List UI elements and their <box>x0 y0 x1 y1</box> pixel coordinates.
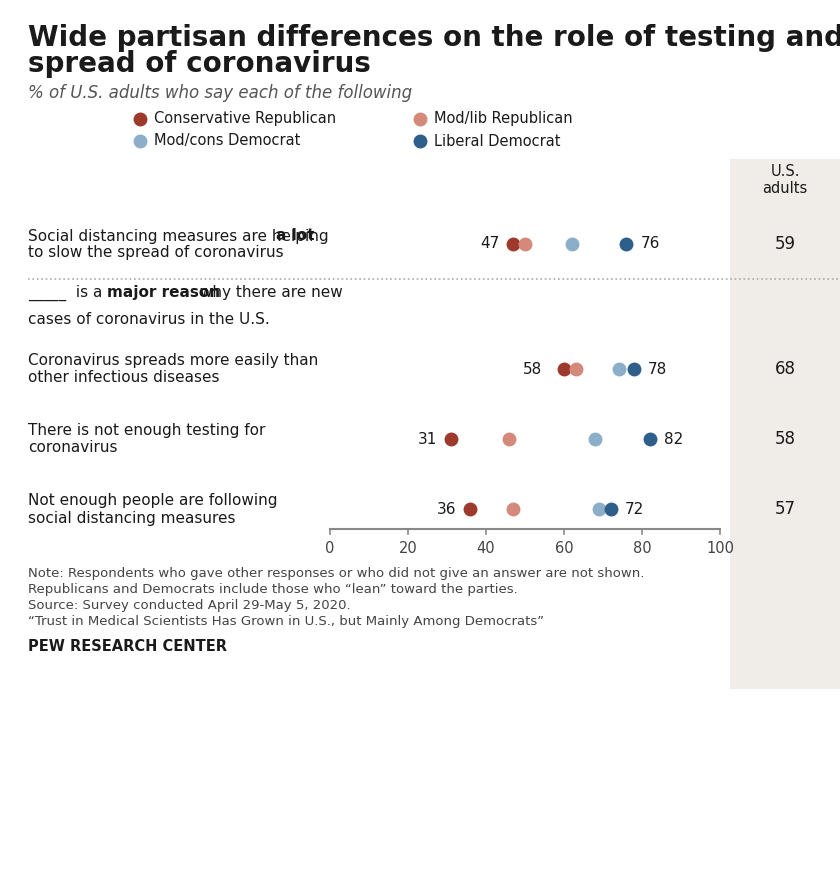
Point <box>464 502 477 516</box>
Text: Source: Survey conducted April 29-May 5, 2020.: Source: Survey conducted April 29-May 5,… <box>28 599 350 612</box>
Text: Social distancing measures are helping: Social distancing measures are helping <box>28 228 333 244</box>
Text: PEW RESEARCH CENTER: PEW RESEARCH CENTER <box>28 639 227 654</box>
Point <box>643 432 657 446</box>
Text: “Trust in Medical Scientists Has Grown in U.S., but Mainly Among Democrats”: “Trust in Medical Scientists Has Grown i… <box>28 615 544 628</box>
Text: other infectious diseases: other infectious diseases <box>28 371 219 385</box>
Text: Note: Respondents who gave other responses or who did not give an answer are not: Note: Respondents who gave other respons… <box>28 567 644 580</box>
Point <box>569 362 582 376</box>
Point <box>627 362 641 376</box>
Point <box>518 237 532 251</box>
Text: 31: 31 <box>417 432 437 447</box>
Text: Republicans and Democrats include those who “lean” toward the parties.: Republicans and Democrats include those … <box>28 583 517 596</box>
Text: Not enough people are following: Not enough people are following <box>28 494 277 509</box>
Point <box>604 502 617 516</box>
Point <box>557 362 570 376</box>
Text: _____  is a: _____ is a <box>28 284 108 301</box>
Point <box>502 432 516 446</box>
Text: 76: 76 <box>640 237 659 252</box>
Text: % of U.S. adults who say each of the following: % of U.S. adults who say each of the fol… <box>28 84 412 102</box>
Text: Conservative Republican: Conservative Republican <box>154 112 336 127</box>
Text: 78: 78 <box>648 362 668 377</box>
Text: major reason: major reason <box>107 285 220 300</box>
Text: 0: 0 <box>325 541 334 556</box>
Text: 58: 58 <box>774 430 795 448</box>
Text: 58: 58 <box>523 362 542 377</box>
Point <box>507 237 520 251</box>
Text: coronavirus: coronavirus <box>28 440 118 455</box>
Text: U.S.
adults: U.S. adults <box>763 164 807 197</box>
Text: 72: 72 <box>625 502 644 517</box>
Text: spread of coronavirus: spread of coronavirus <box>28 50 371 78</box>
Text: 59: 59 <box>774 235 795 253</box>
Text: social distancing measures: social distancing measures <box>28 510 235 525</box>
Text: 36: 36 <box>437 502 456 517</box>
Point <box>444 432 458 446</box>
Text: 80: 80 <box>633 541 651 556</box>
Point <box>565 237 579 251</box>
Text: 82: 82 <box>664 432 683 447</box>
Text: Mod/lib Republican: Mod/lib Republican <box>434 112 573 127</box>
Text: Mod/cons Democrat: Mod/cons Democrat <box>154 134 301 149</box>
Point <box>589 432 602 446</box>
Point <box>612 362 625 376</box>
Text: 68: 68 <box>774 360 795 378</box>
Text: why there are new: why there are new <box>195 285 343 300</box>
Text: Liberal Democrat: Liberal Democrat <box>434 134 560 149</box>
Text: to slow the spread of coronavirus: to slow the spread of coronavirus <box>28 246 284 260</box>
Text: 100: 100 <box>706 541 734 556</box>
Text: 60: 60 <box>554 541 574 556</box>
Point <box>507 502 520 516</box>
Text: Coronavirus spreads more easily than: Coronavirus spreads more easily than <box>28 353 318 369</box>
Point <box>620 237 633 251</box>
Point <box>592 502 606 516</box>
Text: 20: 20 <box>399 541 417 556</box>
Text: a lot: a lot <box>276 228 314 244</box>
Text: 40: 40 <box>476 541 496 556</box>
Text: Wide partisan differences on the role of testing and: Wide partisan differences on the role of… <box>28 24 840 52</box>
Text: 57: 57 <box>774 500 795 518</box>
Text: 47: 47 <box>480 237 499 252</box>
FancyBboxPatch shape <box>730 159 840 689</box>
Text: There is not enough testing for: There is not enough testing for <box>28 424 265 439</box>
Text: cases of coronavirus in the U.S.: cases of coronavirus in the U.S. <box>28 311 270 327</box>
